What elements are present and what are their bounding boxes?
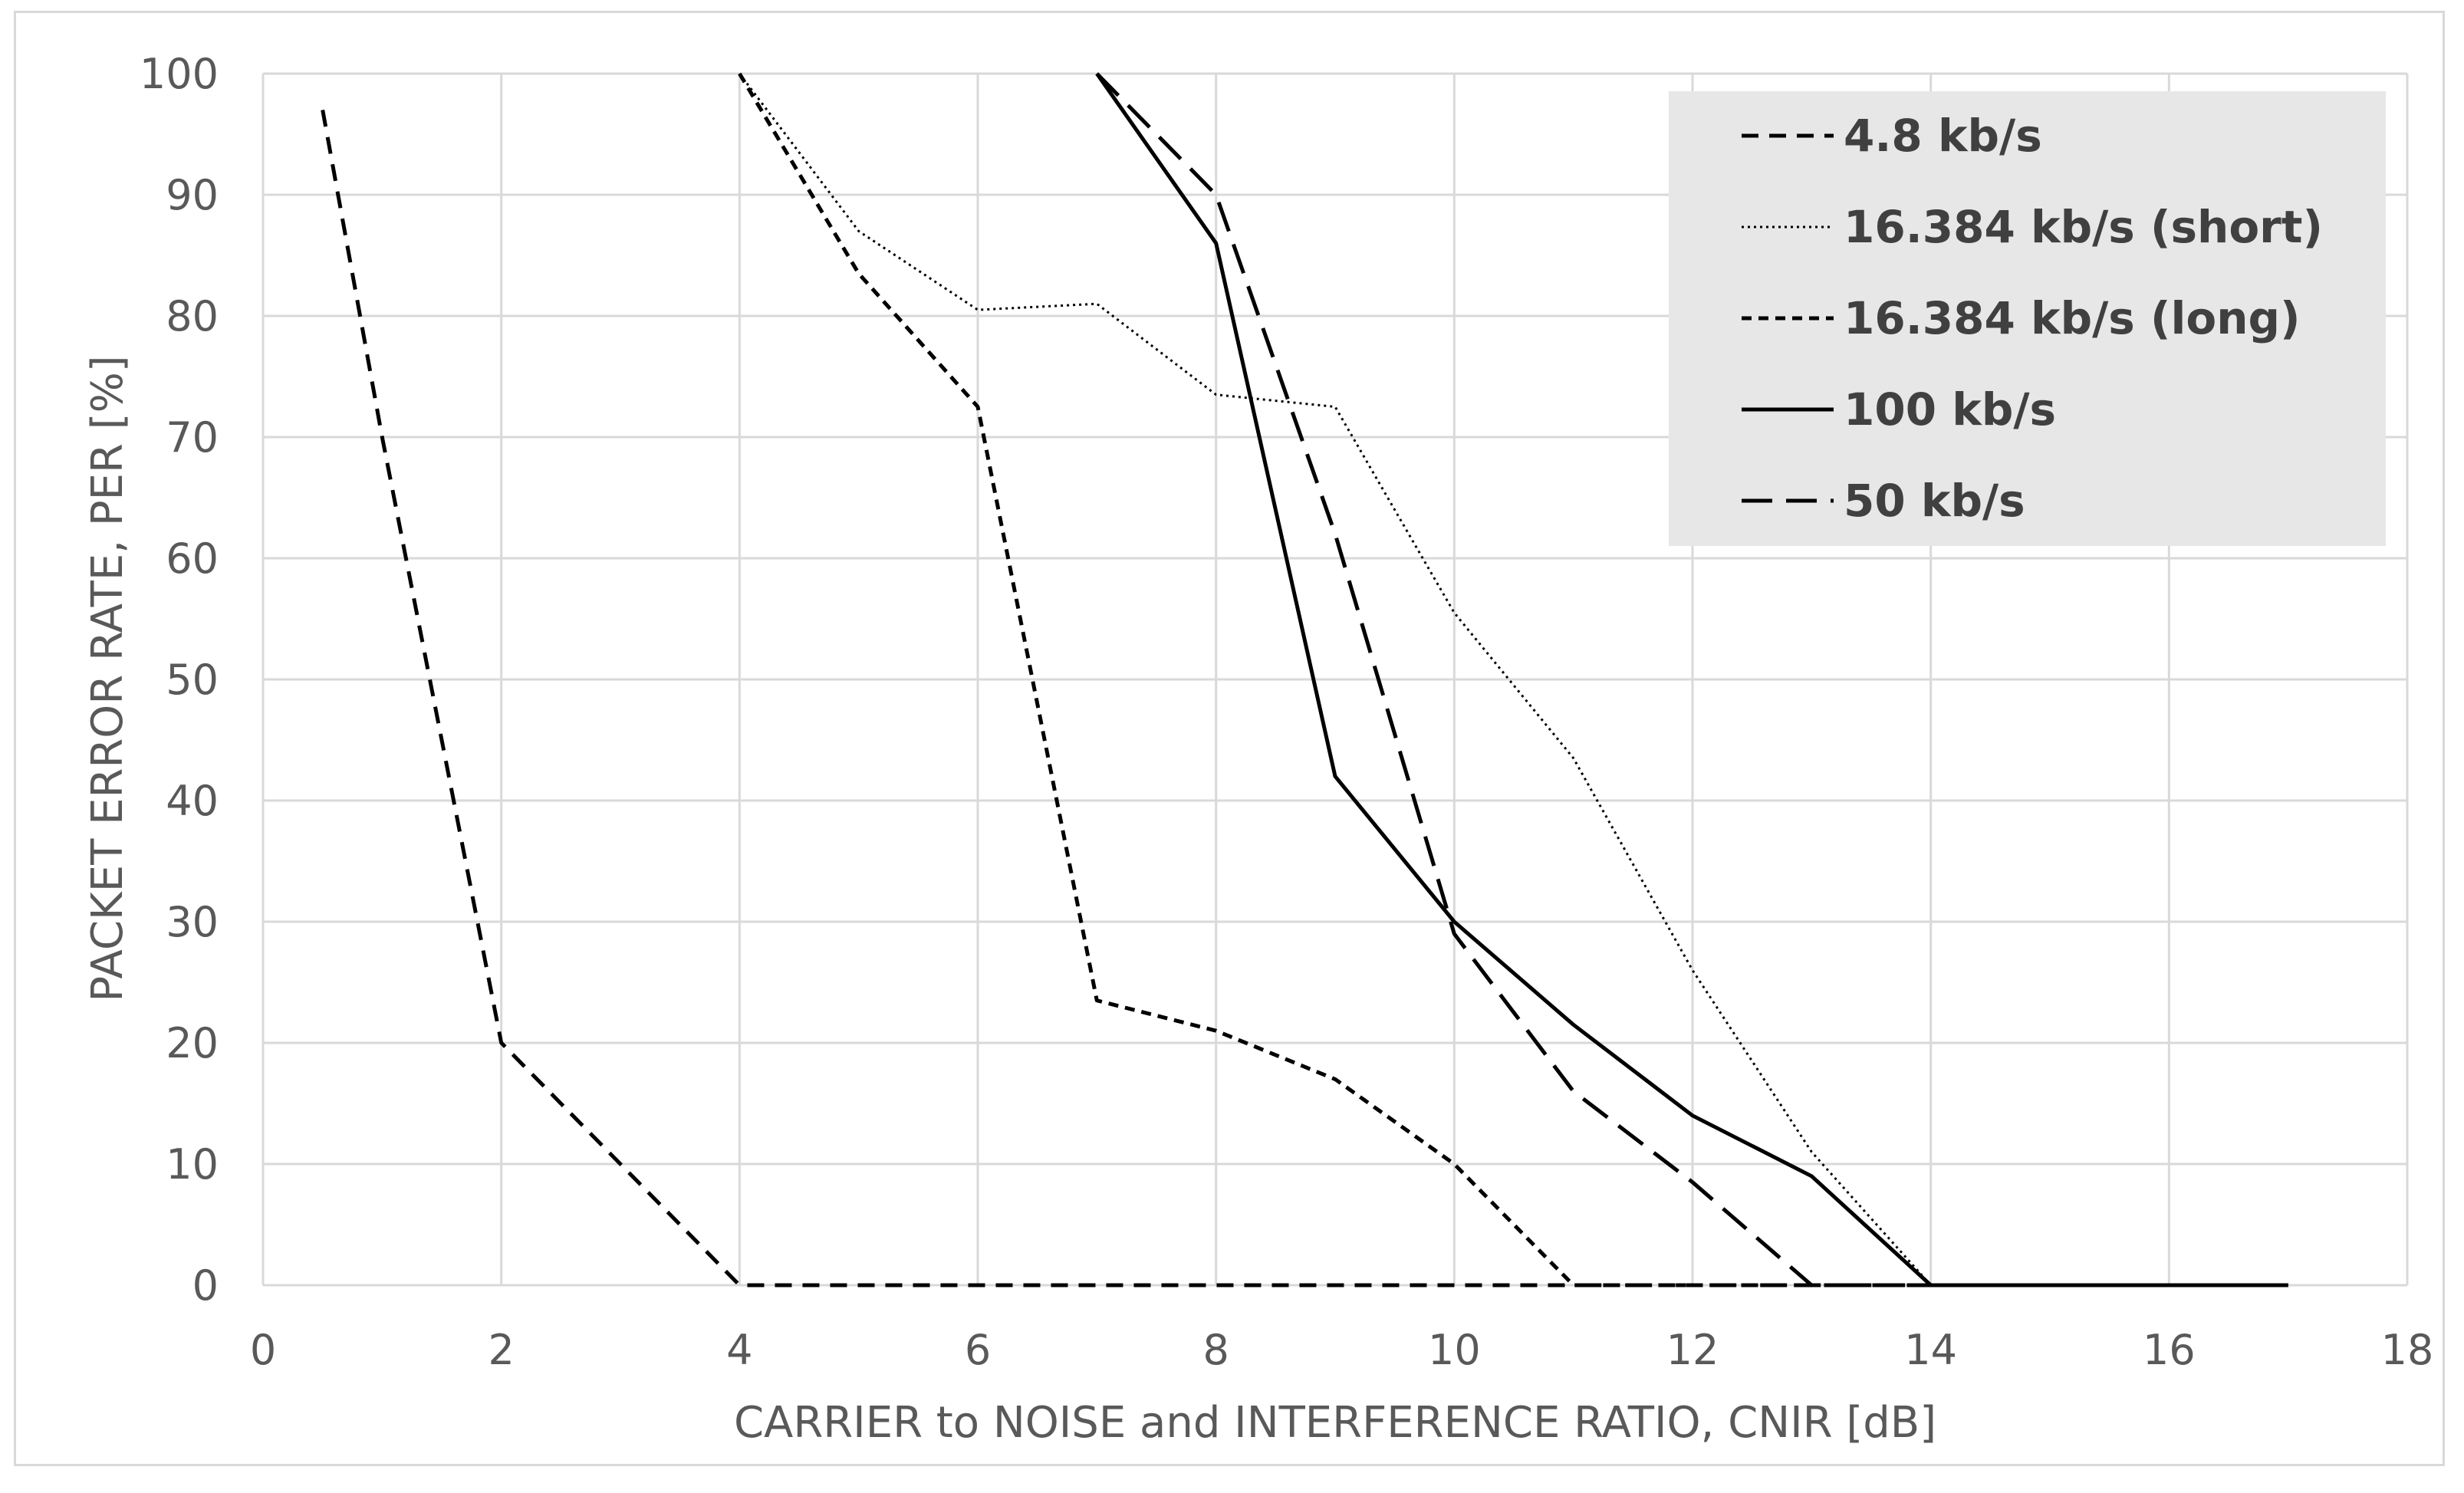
legend-label: 16.384 kb/s (short) [1844,201,2323,253]
y-tick-label: 10 [166,1140,219,1189]
legend-label: 4.8 kb/s [1844,110,2042,162]
series-line-1 [321,109,2288,1287]
y-tick-label: 30 [166,898,219,946]
x-tick-label: 18 [2381,1326,2434,1374]
x-tick-label: 6 [965,1326,991,1374]
grid-lines [262,72,2409,1287]
legend-label: 100 kb/s [1844,383,2056,436]
series-lines [321,72,2288,1287]
series-line-3 [738,72,2288,1287]
y-tick-label: 90 [166,171,219,219]
x-axis-title: CARRIER to NOISE and INTERFERENCE RATIO,… [734,1398,1936,1448]
series-line-5 [1095,72,2288,1287]
y-tick-label: 20 [166,1019,219,1067]
x-tick-label: 14 [1904,1326,1957,1374]
y-tick-label: 50 [166,656,219,704]
y-tick-label: 40 [166,777,219,825]
y-tick-label: 100 [140,50,219,98]
y-tick-label: 80 [166,292,219,340]
tick-labels: 0 10 20 30 40 50 60 70 80 90 100 0 2 4 6 8 10 12 14 16 18 [140,50,2433,1374]
y-tick-label: 0 [192,1261,219,1310]
x-tick-label: 0 [250,1326,276,1374]
legend-background [1669,91,2386,546]
x-tick-label: 12 [1666,1326,1719,1374]
x-tick-label: 4 [726,1326,752,1374]
x-tick-label: 2 [488,1326,514,1374]
series-line-4 [1095,72,2288,1287]
y-axis-title: PACKET ERROR RATE, PER [%] [83,355,133,1001]
legend: 4.8 kb/s 16.384 kb/s (short) 16.384 kb/s (… [1669,91,2386,546]
legend-label: 16.384 kb/s (long) [1844,292,2301,344]
line-chart: 0 10 20 30 40 50 60 70 80 90 100 0 2 4 6 8 10 12 14 16 18 4.… [83,50,2433,1448]
y-tick-label: 70 [166,413,219,462]
x-tick-label: 8 [1202,1326,1229,1374]
series-line-2 [739,73,2288,1287]
x-tick-label: 10 [1428,1326,1481,1374]
y-tick-label: 60 [166,534,219,583]
x-tick-label: 16 [2143,1326,2196,1374]
legend-label: 50 kb/s [1844,475,2025,527]
chart-frame: 0 10 20 30 40 50 60 70 80 90 100 0 2 4 6 8 10 12 14 16 18 4.… [14,11,2445,1466]
